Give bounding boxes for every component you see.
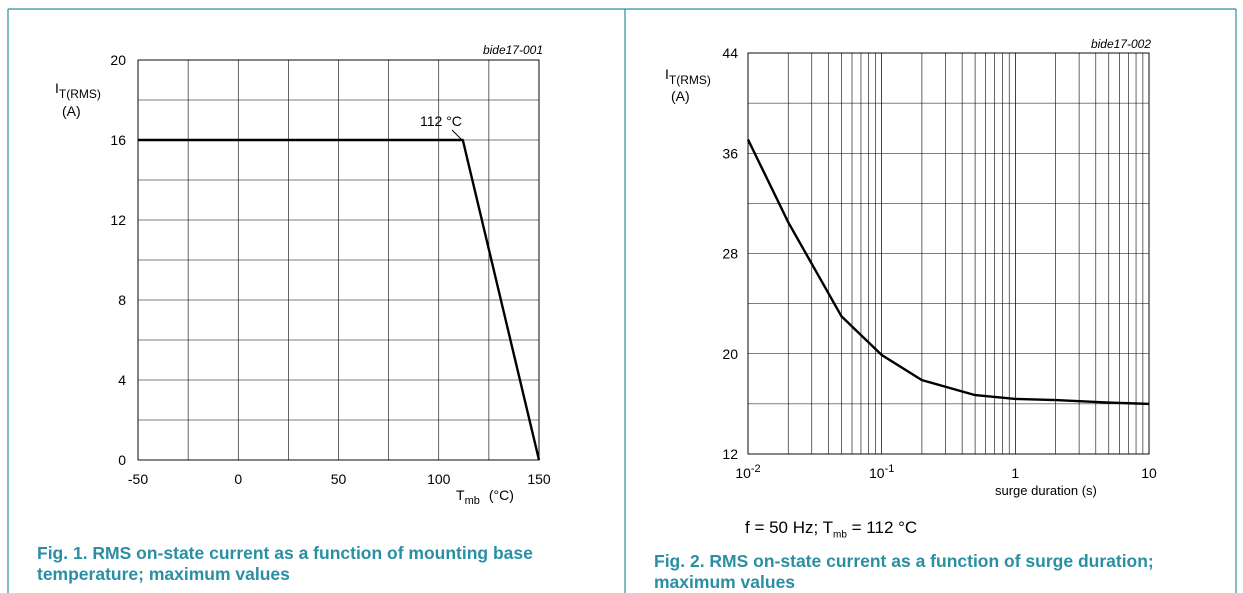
chart1-x-tick-label: 150 (527, 471, 551, 487)
chart1-y-tick-label: 16 (110, 132, 126, 148)
chart2-condition-note: f = 50 Hz; Tmb = 112 °C (745, 518, 918, 541)
chart1-id-label: bide17-001 (483, 43, 543, 57)
chart2-series-line (746, 138, 1150, 406)
chart1-y-axis-unit: (A) (62, 103, 81, 119)
chart2-x-tick-label: 10 (1141, 465, 1157, 481)
chart2-x-tick-label: 10-2 (735, 463, 760, 481)
chart1-annotation-leader (451, 129, 463, 141)
chart2-y-axis-label: IT(RMS) (665, 66, 711, 87)
chart1-plot-area (137, 59, 540, 461)
chart1-annotation: 112 °C (420, 113, 462, 129)
chart1-y-axis-label: IT(RMS) (55, 80, 101, 101)
chart1-y-tick-label: 8 (118, 292, 126, 308)
chart1-x-tick-label: 0 (234, 471, 242, 487)
chart2-y-tick-label: 36 (722, 145, 738, 161)
chart2-caption: Fig. 2. RMS on-state current as a functi… (654, 551, 1154, 592)
chart2-y-tick-label: 20 (722, 346, 738, 362)
chart1-y-tick-label: 20 (110, 52, 126, 68)
chart2-x-tick-label: 10-1 (869, 463, 894, 481)
chart1-x-tick-label: -50 (128, 471, 148, 487)
chart2-y-axis-unit: (A) (671, 88, 690, 104)
chart1-x-tick-label: 100 (427, 471, 451, 487)
chart-rms-vs-surge-duration: 12 20 28 36 44 10-2 10-1 1 10 bide17-002 IT(RMS)… (665, 37, 1157, 498)
chart2-y-tick-label: 12 (722, 446, 738, 462)
chart2-x-tick-label: 1 (1011, 465, 1019, 481)
chart1-x-axis-label: Tmb (°C) (456, 487, 514, 507)
chart2-grid: 12 20 28 36 44 10-2 10-1 1 10 (722, 45, 1157, 481)
chart2-x-axis-label: surge duration (s) (995, 483, 1097, 498)
chart1-x-tick-label: 50 (331, 471, 347, 487)
chart2-id-label: bide17-002 (1091, 37, 1151, 51)
chart2-y-tick-label: 44 (722, 45, 738, 61)
chart2-plot-area (747, 52, 1150, 455)
chart1-y-tick-label: 0 (118, 452, 126, 468)
chart1-y-tick-label: 4 (118, 372, 126, 388)
chart2-y-tick-label: 28 (722, 246, 738, 262)
chart1-series-line (138, 138, 541, 461)
chart1-caption: Fig. 1. RMS on-state current as a functi… (37, 543, 533, 584)
chart1-y-tick-label: 12 (110, 212, 126, 228)
